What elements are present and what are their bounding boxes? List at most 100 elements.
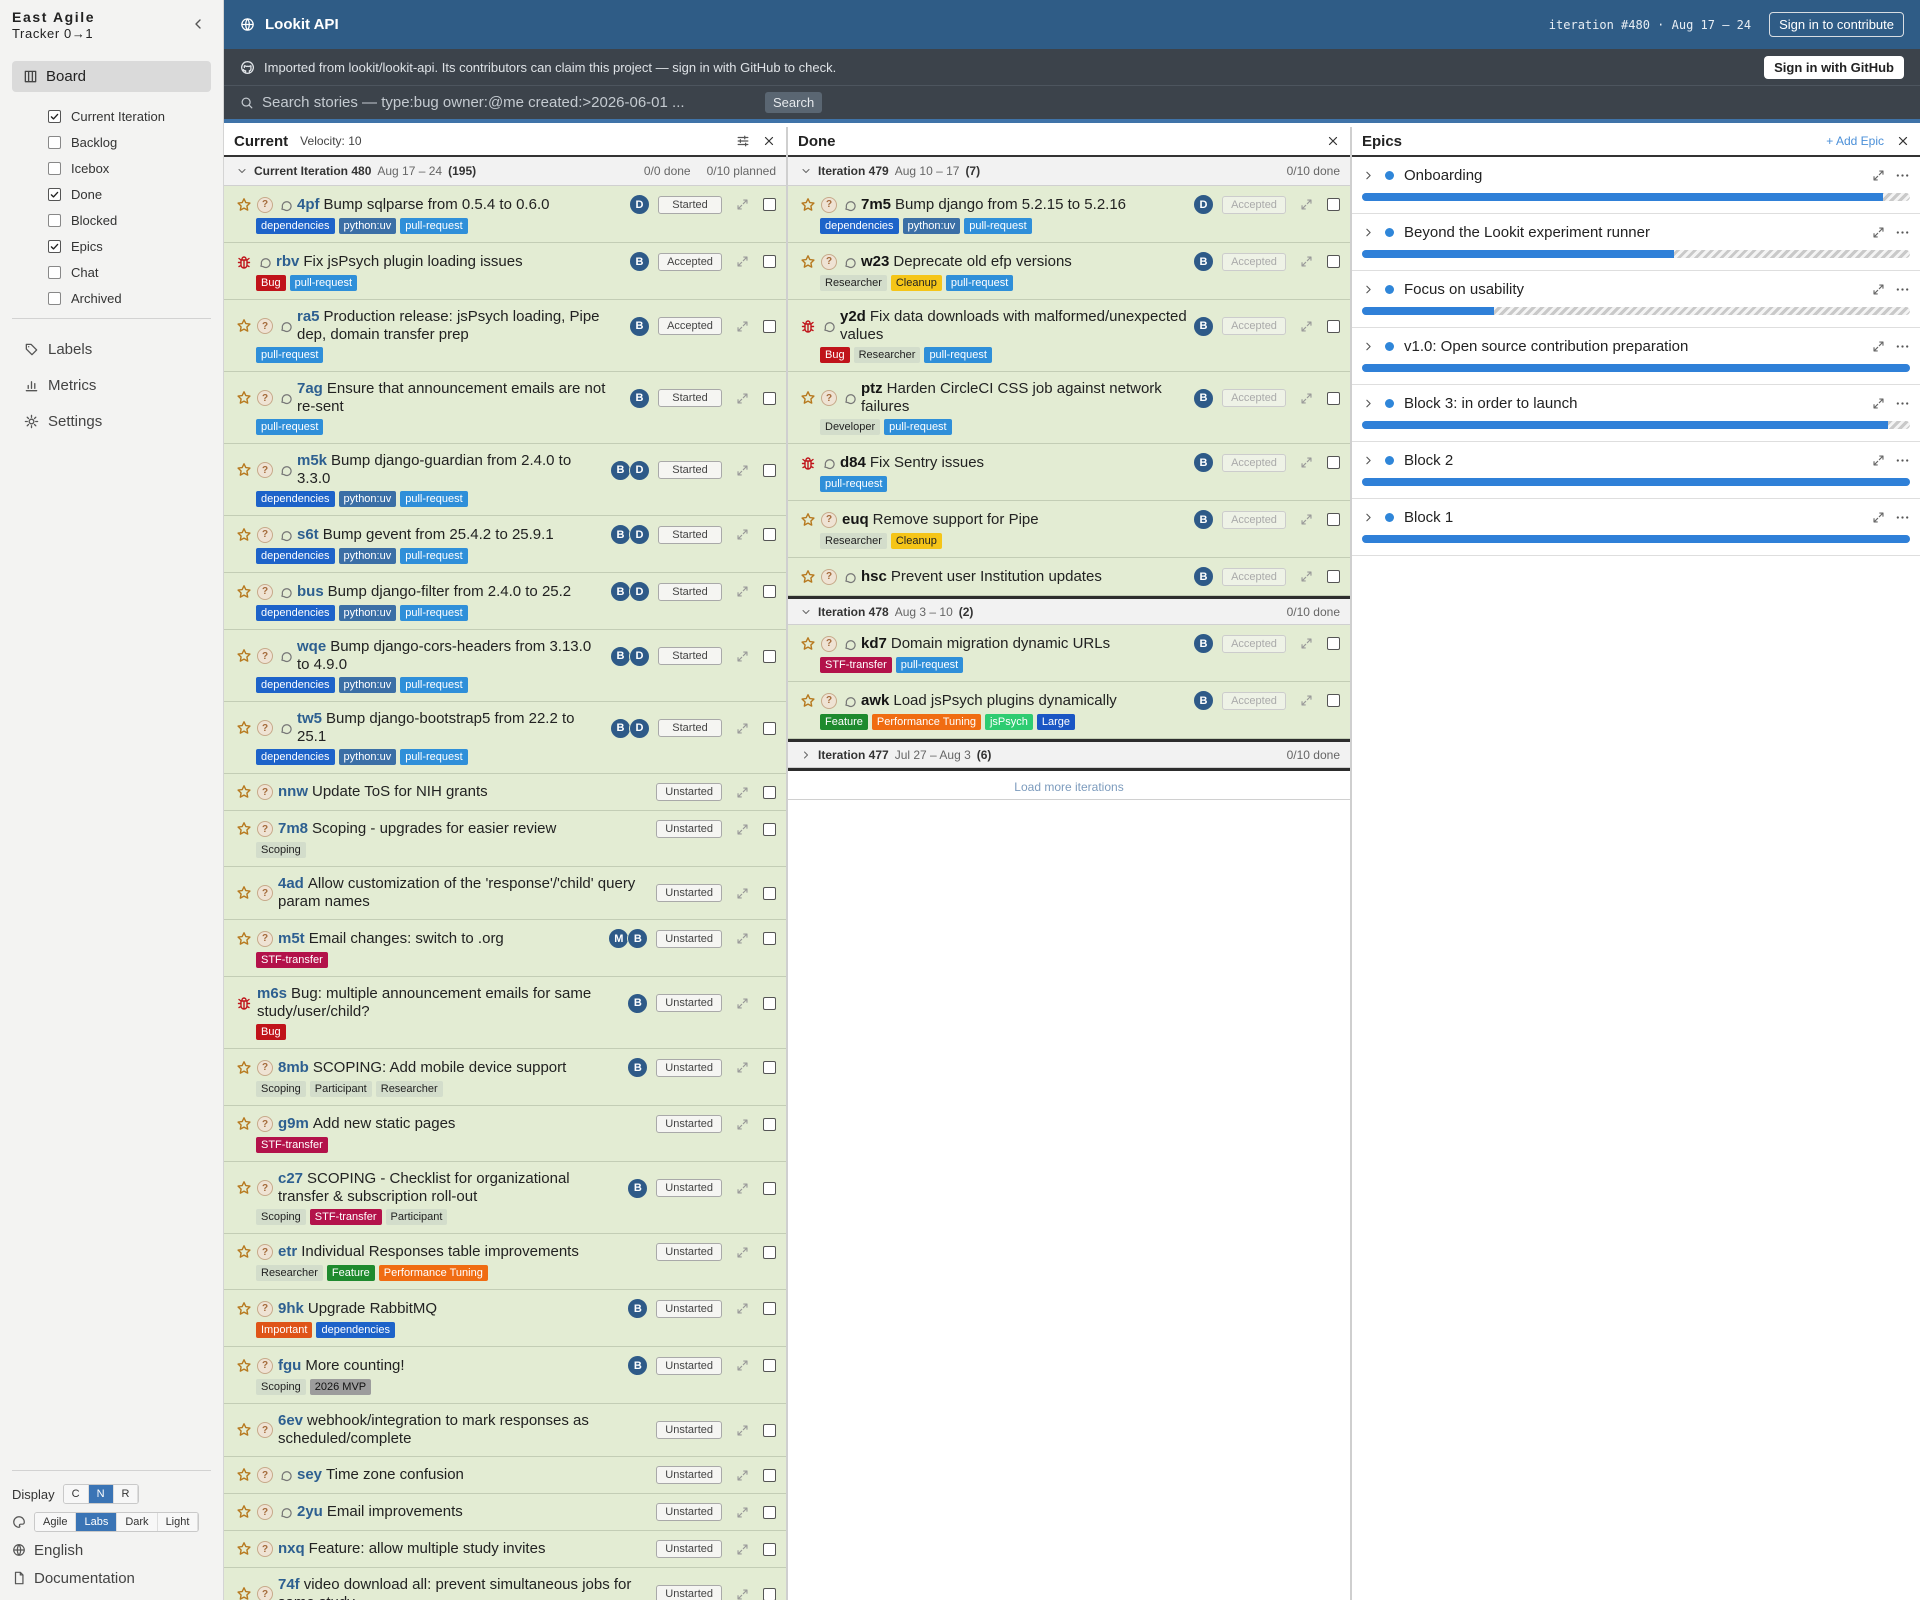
star-icon[interactable] bbox=[236, 1116, 252, 1132]
label-chip[interactable]: dependencies bbox=[256, 605, 335, 621]
state-button[interactable]: Started bbox=[658, 719, 722, 737]
dots-icon[interactable] bbox=[1895, 282, 1910, 297]
story-row[interactable]: ? g9m Add new static pages Unstarted STF-tra… bbox=[224, 1106, 786, 1162]
search-input[interactable]: Search stories — type:bug owner:@me crea… bbox=[262, 94, 685, 111]
state-button[interactable]: Unstarted bbox=[656, 1115, 722, 1133]
label-chip[interactable]: pull-request bbox=[289, 275, 358, 291]
star-icon[interactable] bbox=[236, 784, 252, 800]
panel-toggle[interactable]: Archived bbox=[48, 285, 165, 311]
expand-icon[interactable] bbox=[1872, 283, 1885, 296]
iteration-header[interactable]: Iteration 479 Aug 10 – 17 (7) 0/10 done bbox=[788, 157, 1350, 186]
label-chip[interactable]: Researcher bbox=[853, 347, 921, 363]
close-icon[interactable] bbox=[1326, 134, 1340, 148]
nav-link[interactable]: Metrics bbox=[24, 367, 102, 403]
github-button[interactable]: Sign in with GitHub bbox=[1764, 55, 1904, 79]
star-icon[interactable] bbox=[800, 569, 816, 585]
estimate[interactable]: ? bbox=[257, 1541, 273, 1557]
state-button[interactable]: Unstarted bbox=[656, 929, 722, 948]
select-checkbox[interactable] bbox=[763, 255, 776, 268]
story-row[interactable]: d84 Fix Sentry issues B Accepted pull-reques… bbox=[788, 444, 1350, 501]
epic-row[interactable]: Focus on usability bbox=[1352, 271, 1920, 328]
star-icon[interactable] bbox=[236, 584, 252, 600]
label-chip[interactable]: 2026 MVP bbox=[309, 1379, 372, 1395]
story-row[interactable]: ? ptz Harden CircleCI CSS job against netw… bbox=[788, 372, 1350, 444]
star-icon[interactable] bbox=[236, 720, 252, 736]
display-option[interactable]: C bbox=[63, 1485, 89, 1503]
expand-icon[interactable] bbox=[736, 392, 749, 405]
theme-option[interactable]: Labs bbox=[76, 1513, 118, 1531]
story-row[interactable]: ? sey Time zone confusion Unstarted bbox=[224, 1457, 786, 1494]
label-chip[interactable]: Researcher bbox=[820, 533, 887, 549]
select-checkbox[interactable] bbox=[763, 932, 776, 945]
theme-option[interactable]: Agile bbox=[35, 1513, 77, 1531]
label-chip[interactable]: python:uv bbox=[338, 677, 397, 693]
star-icon[interactable] bbox=[236, 527, 252, 543]
label-chip[interactable]: Performance Tuning bbox=[378, 1265, 488, 1281]
dots-icon[interactable] bbox=[1895, 510, 1910, 525]
iteration-header[interactable]: Iteration 477 Jul 27 – Aug 3 (6) 0/10 done bbox=[788, 739, 1350, 768]
story-row[interactable]: ? kd7 Domain migration dynamic URLs B Accept… bbox=[788, 625, 1350, 682]
expand-icon[interactable] bbox=[736, 932, 749, 945]
select-checkbox[interactable] bbox=[763, 1505, 776, 1519]
label-chip[interactable]: Important bbox=[256, 1322, 313, 1338]
nav-link[interactable]: Labels bbox=[24, 331, 102, 367]
panel-toggle[interactable]: Done bbox=[48, 181, 165, 207]
label-chip[interactable]: python:uv bbox=[338, 548, 397, 564]
expand-icon[interactable] bbox=[736, 650, 749, 663]
star-icon[interactable] bbox=[800, 197, 816, 213]
story-row[interactable]: ? 7ag Ensure that announcement emails are … bbox=[224, 372, 786, 444]
label-chip[interactable]: Scoping bbox=[256, 1209, 306, 1225]
select-checkbox[interactable] bbox=[763, 528, 776, 541]
estimate[interactable]: ? bbox=[821, 390, 837, 406]
star-icon[interactable] bbox=[236, 1060, 252, 1076]
story-row[interactable]: ? 74f video download all: prevent simultan… bbox=[224, 1568, 786, 1600]
board-nav[interactable]: Board bbox=[12, 61, 211, 92]
label-chip[interactable]: python:uv bbox=[338, 749, 397, 765]
story-row[interactable]: ? nnw Update ToS for NIH grants Unstarted bbox=[224, 774, 786, 811]
label-chip[interactable]: pull-request bbox=[820, 476, 888, 492]
label-chip[interactable]: dependencies bbox=[256, 548, 335, 564]
state-button[interactable]: Unstarted bbox=[656, 994, 722, 1012]
label-chip[interactable]: Scoping bbox=[256, 1081, 306, 1097]
story-row[interactable]: y2d Fix data downloads with malformed/une… bbox=[788, 300, 1350, 372]
expand-icon[interactable] bbox=[736, 1246, 749, 1259]
story-row[interactable]: ? nxq Feature: allow multiple study invite… bbox=[224, 1531, 786, 1568]
star-icon[interactable] bbox=[236, 1467, 252, 1483]
story-row[interactable]: ? bus Bump django-filter from 2.4.0 to 25.… bbox=[224, 573, 786, 630]
dots-icon[interactable] bbox=[1895, 225, 1910, 240]
select-checkbox[interactable] bbox=[763, 1542, 776, 1556]
label-chip[interactable]: Researcher bbox=[820, 275, 887, 291]
state-button[interactable]: Accepted bbox=[1222, 389, 1286, 407]
select-checkbox[interactable] bbox=[1327, 391, 1340, 405]
collapse-button[interactable] bbox=[190, 16, 206, 37]
estimate[interactable]: ? bbox=[257, 885, 273, 901]
story-row[interactable]: ? 4pf Bump sqlparse from 0.5.4 to 0.6.0 D St… bbox=[224, 186, 786, 243]
expand-icon[interactable] bbox=[1300, 570, 1313, 583]
label-chip[interactable]: STF-transfer bbox=[309, 1209, 382, 1225]
state-button[interactable]: Accepted bbox=[1222, 634, 1286, 653]
estimate[interactable]: ? bbox=[257, 462, 273, 478]
label-chip[interactable]: dependencies bbox=[256, 749, 335, 765]
footer-link[interactable]: Documentation bbox=[12, 1564, 199, 1592]
estimate[interactable]: ? bbox=[821, 196, 837, 213]
label-chip[interactable]: Scoping bbox=[256, 842, 306, 858]
expand-icon[interactable] bbox=[736, 1182, 749, 1195]
state-button[interactable]: Started bbox=[658, 647, 722, 665]
estimate[interactable]: ? bbox=[257, 1422, 273, 1438]
expand-icon[interactable] bbox=[736, 255, 749, 268]
expand-icon[interactable] bbox=[1300, 198, 1313, 211]
expand-icon[interactable] bbox=[1300, 637, 1313, 650]
select-checkbox[interactable] bbox=[1327, 198, 1340, 211]
state-button[interactable]: Unstarted bbox=[656, 1179, 722, 1197]
label-chip[interactable]: pull-request bbox=[400, 677, 468, 693]
estimate[interactable]: ? bbox=[257, 1586, 273, 1600]
estimate[interactable]: ? bbox=[257, 196, 273, 213]
state-button[interactable]: Started bbox=[658, 582, 722, 601]
dots-icon[interactable] bbox=[1895, 453, 1910, 468]
theme-option[interactable]: Light bbox=[157, 1513, 199, 1531]
story-row[interactable]: ? wqe Bump django-cors-headers from 3.13.0… bbox=[224, 630, 786, 702]
label-chip[interactable]: pull-request bbox=[924, 347, 992, 363]
star-icon[interactable] bbox=[236, 1301, 252, 1317]
estimate[interactable]: ? bbox=[257, 583, 273, 600]
iteration-header[interactable]: Current Iteration 480 Aug 17 – 24 (195) 0/0… bbox=[224, 157, 786, 186]
